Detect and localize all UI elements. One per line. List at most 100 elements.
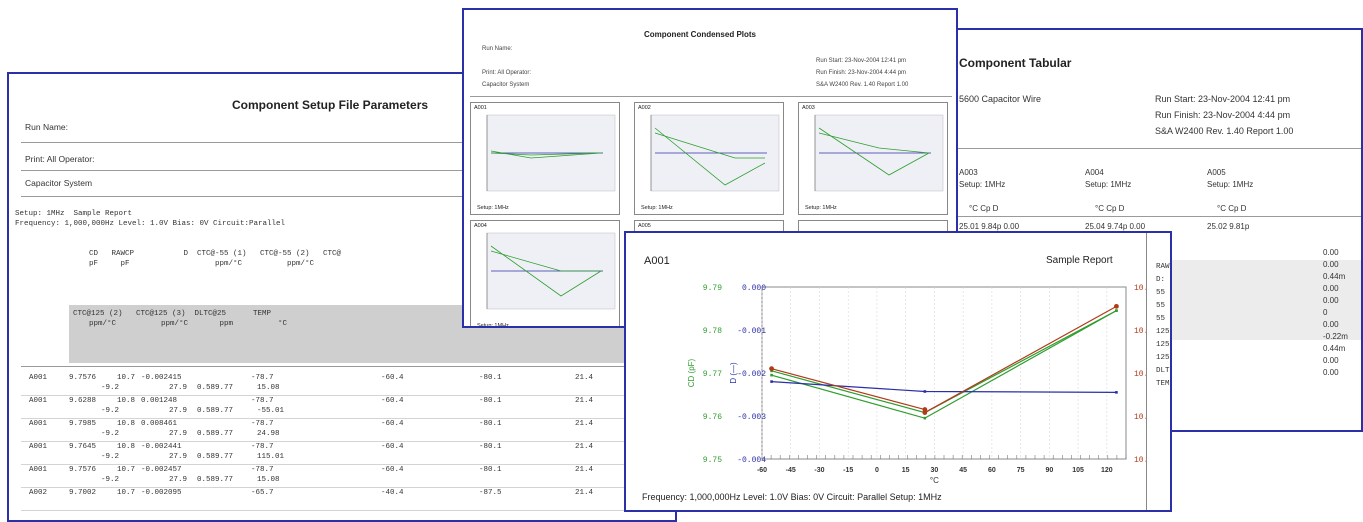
y-tick-label-mid: -0.001 — [737, 327, 766, 336]
table-cell: 21.4 — [575, 374, 594, 382]
y-tick-label-left: 9.76 — [703, 413, 722, 422]
row-divider — [21, 487, 671, 488]
table-cell: -40.4 — [381, 489, 404, 497]
table-cell: A001 — [29, 466, 48, 474]
table-cell: -78.7 — [251, 420, 274, 428]
table-cell: 27.9 — [169, 407, 188, 415]
divider — [21, 170, 671, 171]
table-cell: -55.01 — [257, 407, 285, 415]
mini-plot-setup: Setup: 1MHz — [477, 323, 509, 328]
y-tick-label-left: 9.77 — [703, 370, 722, 379]
table-cell: -60.4 — [381, 466, 404, 474]
tabular-group-hdr: °C Cp D — [969, 204, 999, 213]
table-cell: -80.1 — [479, 374, 502, 382]
table-cell: 10.8 — [117, 443, 136, 451]
x-tick-label: -15 — [843, 467, 853, 474]
shaded-header-row-2: ppm/°C ppm/°C ppm °C — [89, 320, 288, 328]
tabular-right-value: 0.00 — [1323, 284, 1339, 293]
mini-plot[interactable]: A003 Setup: 1MHz — [798, 102, 948, 215]
tabular-run-start: Run Start: 23-Nov-2004 12:41 pm — [1155, 94, 1291, 104]
tabular-group-setup: Setup: 1MHz — [959, 180, 1006, 189]
table-cell: 27.9 — [169, 430, 188, 438]
table-cell: 10.8 — [117, 420, 136, 428]
mini-plot-label: A002 — [638, 105, 651, 111]
tabular-group-vals: 25.04 9.74p 0.00 — [1085, 222, 1146, 231]
y-tick-label-left: 9.75 — [703, 456, 722, 465]
y-tick-label-right: 10.75 — [1134, 284, 1146, 293]
table-cell: 0.008461 — [141, 420, 178, 428]
x-tick-label: 75 — [1017, 467, 1025, 474]
row-divider — [21, 510, 671, 511]
table-cell: 0.001248 — [141, 397, 178, 405]
mini-series-green — [654, 127, 766, 186]
divider — [21, 366, 671, 367]
series-point — [923, 416, 927, 420]
mini-series-green — [490, 250, 601, 272]
table-cell: -78.7 — [251, 397, 274, 405]
series-point — [923, 390, 927, 393]
mini-plot[interactable]: A004 Setup: 1MHz — [470, 220, 620, 328]
mini-plot-label: A001 — [474, 105, 487, 111]
table-cell: -0.002095 — [141, 489, 182, 497]
table-cell: 21.4 — [575, 466, 594, 474]
series-point — [1115, 309, 1118, 312]
tabular-title: Component Tabular — [959, 56, 1072, 70]
table-cell: -9.2 — [101, 453, 120, 461]
tabular-group-vals: 25.01 9.84p 0.00 — [959, 222, 1020, 231]
table-cell: -80.1 — [479, 420, 502, 428]
main-chart: -60 -45 -30 -15 0 15 30 45 60 75 90 105 120 9.79 9.78 9… — [687, 284, 1146, 485]
series-point — [770, 380, 773, 383]
row-divider — [21, 395, 671, 396]
table-cell: 9.7576 — [69, 466, 97, 474]
table-cell: 9.7576 — [69, 374, 97, 382]
mini-plot-setup: Setup: 1MHz — [805, 205, 837, 211]
tabular-right-value: 0.00 — [1323, 248, 1339, 257]
chart-report-title: Sample Report — [1046, 255, 1113, 266]
condensed-system: Capacitor System — [482, 82, 530, 88]
condensed-version: S&A W2400 Rev. 1.40 Report 1.00 — [816, 82, 909, 88]
y-tick-label-right: 10.71 — [1134, 456, 1146, 465]
main-chart-window[interactable]: -60 -45 -30 -15 0 15 30 45 60 75 90 105 120 9.79 9.78 9… — [624, 231, 1172, 512]
table-cell: 10.8 — [117, 397, 136, 405]
table-cell: -78.7 — [251, 443, 274, 451]
table-cell: 0.589.77 — [197, 476, 234, 484]
tabular-version: S&A W2400 Rev. 1.40 Report 1.00 — [1155, 126, 1294, 136]
print-operator-label: Print: All Operator: — [25, 154, 95, 164]
divider — [21, 142, 671, 143]
table-cell: -0.002441 — [141, 443, 182, 451]
tabular-right-value: 0.44m — [1323, 272, 1346, 281]
table-cell: -87.5 — [479, 489, 502, 497]
mini-plot-label: A004 — [474, 223, 487, 229]
tabular-group-setup: Setup: 1MHz — [1085, 180, 1132, 189]
series-point — [1114, 303, 1119, 309]
mini-series-green — [490, 245, 602, 297]
mini-plot-svg — [486, 114, 616, 192]
frequency-line: Frequency: 1,000,000Hz Level: 1.0V Bias:… — [15, 220, 286, 228]
x-tick-label: 60 — [988, 467, 996, 474]
x-axis-title: °C — [930, 476, 939, 485]
tabular-group-id: A004 — [1085, 168, 1104, 177]
chart-panel-label: A001 — [644, 255, 670, 267]
series-point — [1115, 391, 1118, 394]
table-cell: 21.4 — [575, 397, 594, 405]
table-cell: -60.4 — [381, 374, 404, 382]
table-cell: 9.7985 — [69, 420, 97, 428]
x-tick-label: 105 — [1072, 467, 1084, 474]
table-cell: 10.7 — [117, 489, 136, 497]
tabular-right-value: 0.00 — [1323, 260, 1339, 269]
condensed-title: Component Condensed Plots — [644, 30, 756, 39]
mini-plot-label: A005 — [638, 223, 651, 229]
y-tick-label-left: 9.78 — [703, 327, 722, 336]
table-cell: 27.9 — [169, 476, 188, 484]
x-tick-label: -60 — [757, 467, 767, 474]
series-point — [769, 366, 774, 372]
plot-area — [761, 286, 1127, 460]
tabular-group-setup: Setup: 1MHz — [1207, 180, 1254, 189]
table-cell: A001 — [29, 420, 48, 428]
row-divider — [21, 418, 671, 419]
mini-plot[interactable]: A001 Setup: 1MHz — [470, 102, 620, 215]
mini-plot-label: A003 — [802, 105, 815, 111]
mini-plot[interactable]: A002 Setup: 1MHz — [634, 102, 784, 215]
table-cell: -9.2 — [101, 476, 120, 484]
tabular-right-value: 0.44m — [1323, 344, 1346, 353]
